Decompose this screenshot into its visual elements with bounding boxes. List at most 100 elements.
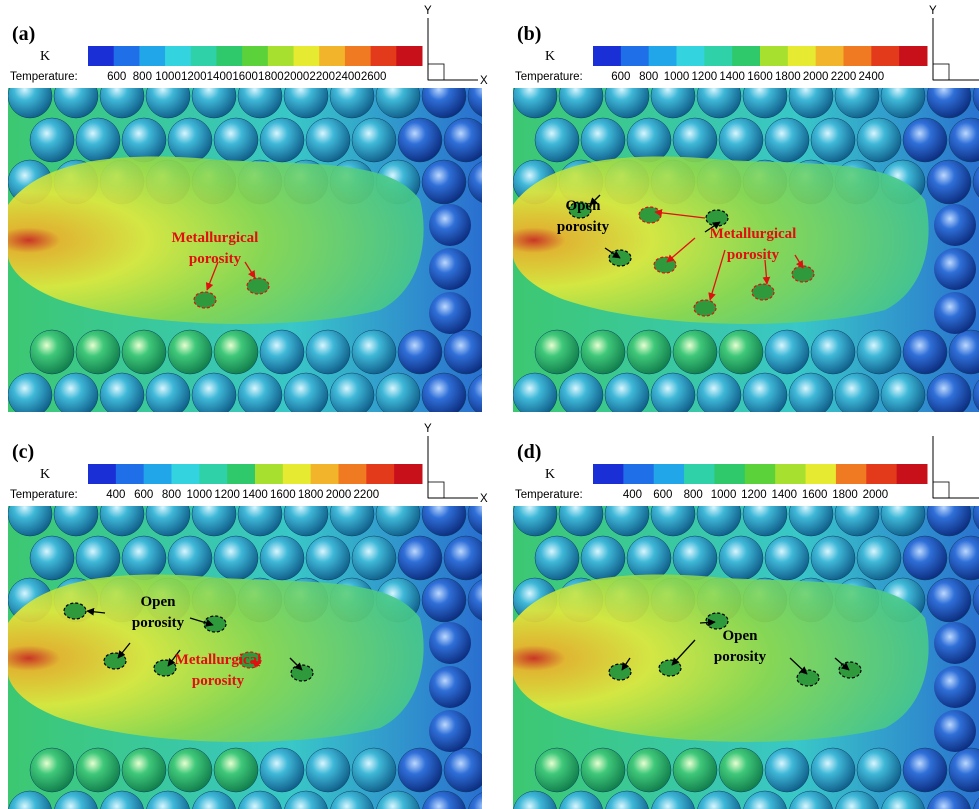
particle	[580, 329, 626, 375]
pore-outline	[653, 256, 677, 274]
particle	[421, 88, 467, 119]
particle	[121, 329, 167, 375]
particle	[789, 790, 833, 809]
colorbar-tick-label: 1200	[214, 489, 240, 501]
particle	[467, 506, 482, 535]
particle	[788, 372, 834, 412]
colorbar-segment	[620, 46, 650, 66]
colorbar-tick-label: 1600	[232, 71, 258, 83]
colorbar-segment	[113, 46, 140, 66]
particle	[259, 329, 305, 375]
arrow	[708, 249, 726, 301]
particle	[192, 790, 236, 809]
annotation: Metallurgical	[175, 652, 262, 668]
panel-label: (c)	[12, 441, 34, 463]
particle	[697, 790, 741, 809]
particle	[29, 535, 75, 581]
particle	[902, 117, 948, 163]
particle	[167, 747, 213, 793]
particle	[29, 117, 75, 163]
particle	[99, 372, 145, 412]
colorbar-segment	[242, 46, 269, 66]
particle	[742, 372, 788, 412]
particle	[934, 666, 976, 708]
colorbar-tick-label: 1800	[298, 489, 324, 501]
colorbar-segment	[338, 464, 367, 484]
melt-pool	[513, 574, 929, 742]
particle	[443, 117, 482, 163]
axis-y-label: Y	[929, 5, 937, 17]
colorbar-segment	[676, 46, 705, 66]
particle	[856, 535, 902, 581]
render	[513, 88, 979, 412]
particle	[513, 372, 558, 412]
colorbar-tick-label: 1600	[747, 71, 773, 83]
particle	[972, 166, 979, 198]
colorbar-segment	[653, 464, 685, 484]
arrow	[762, 259, 771, 285]
particle	[305, 117, 351, 163]
particle	[651, 790, 695, 809]
arrow	[589, 194, 601, 206]
particle	[375, 88, 421, 119]
melt-pool	[8, 156, 424, 324]
particle	[902, 329, 948, 375]
panel: (d) K Temperature: 400 600 800 1000 1200 1400 160…	[513, 436, 979, 809]
particle	[351, 117, 397, 163]
particle	[934, 622, 976, 664]
particle	[764, 117, 810, 163]
colorbar-tick-label: 1000	[187, 489, 213, 501]
pore-outline	[203, 615, 227, 633]
panel: (c) K Temperature: 400 600 800 1000 1200 1400 160…	[8, 423, 488, 809]
particle	[429, 292, 471, 334]
arrow	[621, 657, 631, 671]
particle	[376, 790, 420, 809]
particle	[75, 117, 121, 163]
unit-label: K	[545, 467, 555, 482]
colorbar-tick-label: 800	[639, 71, 658, 83]
panel-label: (d)	[517, 441, 541, 463]
colorbar-segment	[293, 46, 320, 66]
colorbar-tick-label: 1800	[258, 71, 284, 83]
colorbar-segment	[227, 464, 256, 484]
pore-outline	[63, 602, 87, 620]
axis-box	[932, 63, 950, 81]
particle	[121, 535, 167, 581]
axis-y-label: Y	[424, 423, 432, 435]
pore-outline	[638, 206, 662, 224]
annotation: Open	[565, 198, 601, 214]
particle	[605, 790, 649, 809]
particle	[558, 372, 604, 412]
particle	[329, 88, 375, 119]
colorbar-segment	[593, 46, 622, 66]
colorbar-segment	[370, 46, 397, 66]
particle	[926, 506, 972, 537]
particle	[788, 506, 834, 537]
particle	[948, 117, 979, 163]
colorbar-segment	[282, 464, 312, 484]
colorbar-tick-label: 1200	[181, 71, 207, 83]
pore-outline	[568, 201, 592, 219]
annotation: Metallurgical	[172, 230, 259, 246]
particle	[443, 535, 482, 581]
particle	[167, 329, 213, 375]
colorbar-tick-label: 2000	[326, 489, 352, 501]
colorbar-segment	[744, 464, 776, 484]
particle	[429, 710, 471, 752]
particle	[8, 88, 53, 119]
pore-outline	[751, 283, 775, 301]
particle	[672, 535, 718, 581]
particle	[810, 747, 856, 793]
particle	[397, 747, 443, 793]
colorbar-segment	[88, 464, 117, 484]
particle	[948, 535, 979, 581]
colorbar-segment	[866, 464, 898, 484]
pore-outline	[290, 664, 314, 682]
particle	[834, 88, 880, 119]
arrow	[251, 660, 261, 669]
panel-label: (b)	[517, 23, 541, 45]
colorbar-tick-label: 800	[162, 489, 181, 501]
particle	[146, 790, 190, 809]
colorbar-title: Temperature:	[515, 71, 583, 83]
